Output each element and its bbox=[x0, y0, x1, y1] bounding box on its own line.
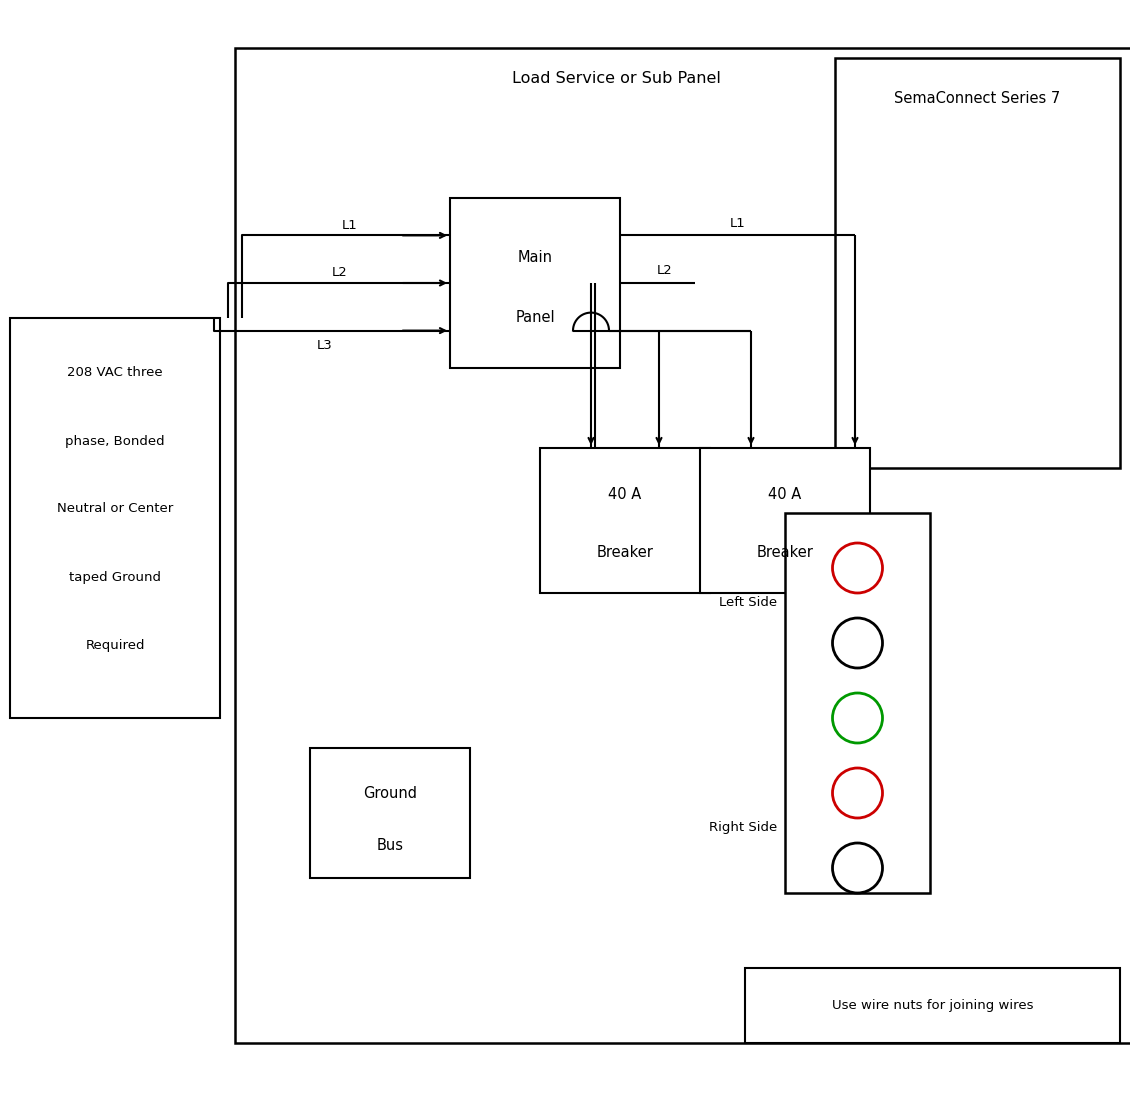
Bar bbox=[450, 198, 620, 368]
Text: L3: L3 bbox=[318, 339, 333, 352]
Bar bbox=[310, 748, 470, 878]
Text: L1: L1 bbox=[342, 219, 358, 232]
Text: L2: L2 bbox=[658, 265, 672, 278]
Text: Left Side: Left Side bbox=[719, 596, 777, 609]
Text: Breaker: Breaker bbox=[757, 545, 814, 560]
Text: phase, Bonded: phase, Bonded bbox=[66, 435, 165, 448]
Bar bbox=[10, 318, 220, 718]
Text: Breaker: Breaker bbox=[597, 545, 653, 560]
Bar bbox=[699, 448, 870, 593]
Circle shape bbox=[833, 693, 883, 743]
Circle shape bbox=[833, 544, 883, 593]
Text: SemaConnect Series 7: SemaConnect Series 7 bbox=[894, 90, 1061, 105]
Text: L2: L2 bbox=[332, 267, 348, 280]
Bar bbox=[745, 968, 1120, 1043]
Text: 40 A: 40 A bbox=[768, 486, 801, 502]
Text: L1: L1 bbox=[730, 217, 746, 229]
Bar bbox=[785, 513, 930, 893]
Text: Bus: Bus bbox=[376, 838, 403, 853]
Bar bbox=[835, 58, 1120, 468]
Circle shape bbox=[833, 618, 883, 668]
Text: Right Side: Right Side bbox=[709, 821, 777, 834]
Text: Panel: Panel bbox=[515, 310, 555, 325]
Text: Required: Required bbox=[85, 639, 145, 651]
Text: Neutral or Center: Neutral or Center bbox=[56, 503, 173, 515]
Circle shape bbox=[833, 843, 883, 893]
Text: Use wire nuts for joining wires: Use wire nuts for joining wires bbox=[832, 999, 1033, 1012]
Text: Main: Main bbox=[518, 250, 553, 265]
Circle shape bbox=[833, 768, 883, 818]
Text: Load Service or Sub Panel: Load Service or Sub Panel bbox=[513, 70, 721, 86]
Text: 208 VAC three: 208 VAC three bbox=[67, 367, 163, 380]
Bar bbox=[235, 48, 1130, 1043]
Text: Ground: Ground bbox=[363, 786, 417, 802]
Bar bbox=[540, 448, 710, 593]
Text: 40 A: 40 A bbox=[608, 486, 642, 502]
Text: taped Ground: taped Ground bbox=[69, 571, 160, 583]
